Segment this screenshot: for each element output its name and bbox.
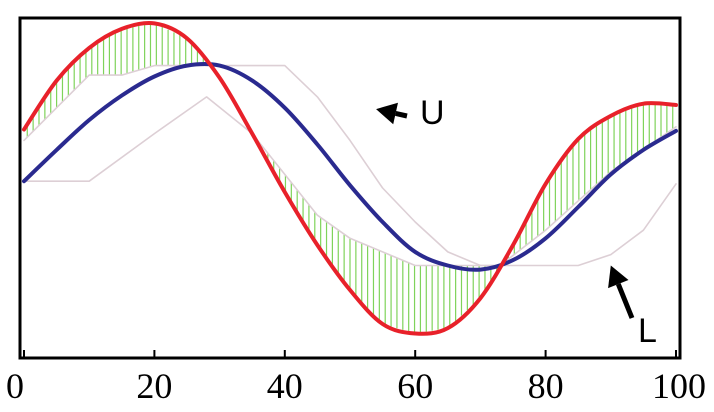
series-red-curve [22, 21, 678, 336]
annotation-arrow-shaft [615, 283, 635, 319]
series-blue-curve [22, 61, 678, 272]
x-tick-label: 0 [6, 366, 24, 406]
series-lower-envelope-L [23, 96, 677, 267]
annotation-U-label: U [420, 94, 445, 132]
x-tick-label: 80 [528, 366, 564, 406]
annotation-L-label: L [638, 312, 657, 350]
annotation-arrow-head [608, 265, 629, 289]
x-tick-label: 20 [136, 366, 172, 406]
annotation-arrow-shaft [395, 111, 408, 119]
x-tick-label: 60 [397, 366, 433, 406]
x-tick-label: 40 [267, 366, 303, 406]
x-axis: 0 20 40 60 80 100 [6, 350, 706, 406]
plot-frame [18, 16, 682, 360]
hatch-fill [26, 24, 674, 334]
series-group [22, 21, 678, 336]
series-upper-envelope-U [23, 64, 677, 267]
annotations: U L [376, 94, 657, 350]
x-tick-label: 100 [652, 366, 706, 406]
annotation-arrow-head [376, 102, 398, 125]
